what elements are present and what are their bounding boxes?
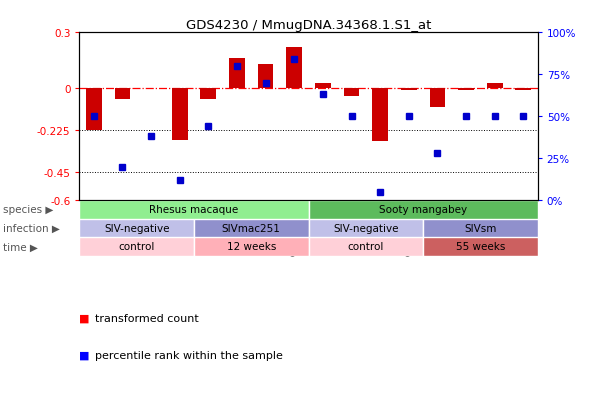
Bar [79, 201, 309, 219]
Bar [487, 83, 503, 89]
Text: control: control [119, 242, 155, 252]
Text: infection ▶: infection ▶ [3, 223, 60, 233]
Bar [194, 237, 309, 256]
Bar [401, 89, 417, 91]
Bar [172, 89, 188, 141]
Text: species ▶: species ▶ [3, 205, 53, 215]
Bar [423, 219, 538, 237]
Text: ■: ■ [79, 313, 90, 323]
Bar [258, 65, 274, 89]
Text: 12 weeks: 12 weeks [227, 242, 276, 252]
Bar [516, 89, 531, 91]
Bar [114, 89, 130, 100]
Text: transformed count: transformed count [95, 313, 199, 323]
Text: SIV-negative: SIV-negative [104, 223, 169, 233]
Text: SIV-negative: SIV-negative [333, 223, 398, 233]
Bar [309, 201, 538, 219]
Bar [287, 48, 302, 89]
Bar [79, 237, 194, 256]
Bar [79, 219, 194, 237]
Bar [458, 89, 474, 91]
Bar [315, 83, 331, 89]
Bar [194, 219, 309, 237]
Bar [309, 219, 423, 237]
Text: percentile rank within the sample: percentile rank within the sample [95, 350, 282, 360]
Text: SIVsm: SIVsm [464, 223, 497, 233]
Title: GDS4230 / MmugDNA.34368.1.S1_at: GDS4230 / MmugDNA.34368.1.S1_at [186, 19, 431, 32]
Text: Sooty mangabey: Sooty mangabey [379, 205, 467, 215]
Text: ■: ■ [79, 350, 90, 360]
Bar [343, 89, 359, 96]
Bar [309, 237, 423, 256]
Bar [86, 89, 101, 131]
Text: control: control [348, 242, 384, 252]
Text: SIVmac251: SIVmac251 [222, 223, 280, 233]
Bar [372, 89, 388, 142]
Bar [229, 59, 245, 89]
Text: 55 weeks: 55 weeks [456, 242, 505, 252]
Bar [430, 89, 445, 107]
Bar [200, 89, 216, 100]
Text: Rhesus macaque: Rhesus macaque [149, 205, 239, 215]
Text: time ▶: time ▶ [3, 242, 38, 252]
Bar [423, 237, 538, 256]
